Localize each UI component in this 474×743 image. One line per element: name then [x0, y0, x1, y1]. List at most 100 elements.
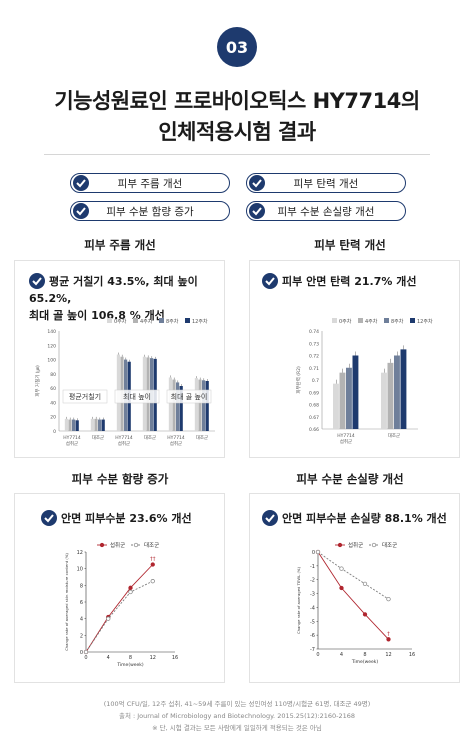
- legend-marker: [99, 542, 105, 548]
- x-tick-label: 16: [172, 655, 178, 661]
- check-icon: [73, 203, 89, 219]
- legend-label: 대조군: [144, 541, 159, 549]
- data-point: [362, 612, 368, 617]
- legend-label: 4주차: [140, 318, 153, 325]
- y-tick-label: 80: [50, 372, 56, 378]
- page-title-line1: 기능성원료인 프로바이오틱스 HY7714의: [54, 89, 420, 113]
- elasticity-bar-chart: 0주차 4주차 8주차 12주차 0.66 0.67 0.68 0.69 0.7 0.71 0.72…: [295, 318, 433, 445]
- bar: [202, 380, 206, 431]
- legend-label: 4주차: [365, 318, 378, 325]
- legend-swatch: [159, 318, 164, 323]
- y-tick-label: 0: [53, 429, 56, 435]
- legend-swatch: [133, 318, 138, 323]
- group-label-box: [114, 389, 160, 404]
- page-title-line2: 인체적용시험 결과: [158, 120, 316, 144]
- x-tick-label: 대조군: [196, 434, 208, 441]
- legend-label: 섭취군: [348, 541, 363, 549]
- x-tick-label: HY7714: [167, 435, 185, 441]
- bar: [387, 362, 394, 429]
- x-tick-label: 대조군: [92, 434, 104, 441]
- section-label-wrinkle: 피부 주름 개선: [84, 238, 156, 252]
- y-tick-label: 0.7: [312, 378, 319, 384]
- legend-label: 0주차: [339, 318, 352, 325]
- legend-label: 0주차: [114, 318, 127, 325]
- data-point: [339, 585, 344, 591]
- group-label: 최대 높이: [123, 392, 151, 401]
- y-tick-label: -5: [310, 619, 315, 625]
- data-point: [150, 562, 155, 567]
- footer-study-info: (100억 CFU/일, 12주 섭취, 41~59세 주름이 있는 성인여성 …: [103, 700, 371, 708]
- y-tick-label: 8: [80, 583, 83, 589]
- bar: [179, 386, 183, 431]
- wrinkle-card: 평균 거칠기 43.5%, 최대 높이 65.2%, 최대 골 높이 106.8…: [14, 260, 225, 458]
- check-icon: [262, 273, 278, 289]
- hydration-card: 안면 피부수분 23.6% 개선 0 2 4 6 8 10 12 0 4 8 12 16 Time(we…: [14, 493, 225, 683]
- bar: [168, 377, 172, 431]
- check-icon: [73, 175, 89, 191]
- pill-label: 피부 수분 함량 증가: [106, 205, 194, 218]
- bar: [90, 418, 94, 431]
- card-title-text: 안면 피부수분 23.6% 개선: [61, 512, 192, 525]
- y-tick-label: 140: [47, 329, 56, 335]
- data-point: [315, 549, 321, 555]
- y-axis-label: 피부탄력 (R2): [295, 366, 302, 394]
- y-axis-label: Change rate of averaged TEWL (%): [296, 566, 301, 634]
- divider: [44, 154, 430, 155]
- tewl-card-title: 안면 피부수분 손실량 88.1% 개선: [262, 510, 447, 527]
- tewl-card: 안면 피부수분 손실량 88.1% 개선 0 -1 -2 -3 -4 -5 -6 -7 0 4 8 1…: [249, 493, 460, 683]
- y-tick-label: 0: [80, 650, 83, 656]
- bar: [205, 381, 209, 431]
- group-label: 최대 골 높이: [171, 392, 208, 401]
- significance-mark: ††: [150, 557, 156, 563]
- bar: [333, 383, 339, 429]
- y-tick-label: 120: [47, 343, 56, 349]
- pill-label: 피부 수분 손실량 개선: [277, 205, 375, 218]
- data-point: [386, 596, 391, 602]
- elasticity-card: 피부 안면 탄력 21.7% 개선 0주차 4주차 8주차 12주차 0.66 0.67 0…: [249, 260, 460, 458]
- footer-disclaimer: ※ 단, 시험 결과는 모든 사람에게 일일하게 적용되는 것은 아님: [152, 724, 322, 732]
- y-tick-label: 60: [50, 386, 56, 392]
- y-tick-label: 0.71: [309, 366, 319, 372]
- check-icon: [249, 175, 265, 191]
- x-tick-label: 섭취군: [340, 438, 352, 445]
- hydration-line-chart: 0 2 4 6 8 10 12 0 4 8 12 16 Time(week) Change rate of…: [64, 541, 178, 668]
- y-tick-label: 40: [50, 400, 56, 406]
- bar: [194, 378, 198, 431]
- section-label-tewl: 피부 수분 손실량 개선: [296, 472, 404, 486]
- card-title-line2: 최대 골 높이 106.8 % 개선: [29, 309, 165, 322]
- legend-label: 12주차: [417, 318, 433, 325]
- bar: [339, 372, 346, 429]
- y-tick-label: 10: [77, 567, 83, 573]
- x-tick-label: 8: [363, 652, 366, 658]
- bar: [98, 419, 102, 431]
- pill-hydration: 피부 수분 함량 증가: [70, 201, 230, 221]
- group-label-box: [62, 389, 108, 404]
- legend-marker: [371, 542, 377, 548]
- bar: [346, 367, 352, 429]
- legend-label: 섭취군: [110, 541, 125, 549]
- y-tick-label: -6: [310, 633, 315, 639]
- x-tick-label: 4: [340, 652, 343, 658]
- legend-swatch: [107, 318, 112, 323]
- bar: [172, 379, 176, 431]
- data-point: [128, 585, 133, 590]
- x-tick-label: 대조군: [388, 432, 400, 439]
- bar: [68, 419, 72, 431]
- significance-mark: †: [387, 631, 390, 637]
- bar: [176, 382, 180, 431]
- pill-label: 피부 주름 개선: [117, 177, 183, 190]
- bar: [101, 419, 105, 431]
- pill-elasticity: 피부 탄력 개선: [246, 173, 406, 193]
- x-tick-label: HY7714: [115, 435, 133, 441]
- legend-swatch: [185, 318, 190, 323]
- x-tick-label: 8: [129, 655, 132, 661]
- pill-label: 피부 탄력 개선: [293, 177, 359, 190]
- bar: [94, 418, 98, 431]
- data-point: [339, 566, 344, 571]
- wrinkle-card-title: 평균 거칠기 43.5%, 최대 높이 65.2%, 최대 골 높이 106.8…: [29, 273, 224, 324]
- x-tick-label: 섭취군: [66, 440, 78, 447]
- data-point: [150, 579, 155, 584]
- card-title-text: 안면 피부수분 손실량 88.1% 개선: [282, 512, 447, 525]
- legend-label: 대조군: [382, 541, 397, 549]
